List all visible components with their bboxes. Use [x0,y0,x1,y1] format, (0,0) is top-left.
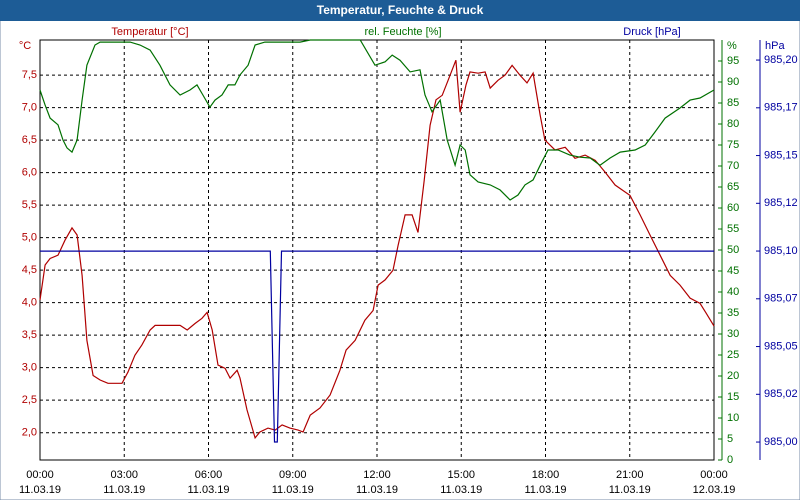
legend-label: rel. Feuchte [%] [364,26,441,38]
x-tick-date: 11.03.19 [440,484,482,496]
y2-tick-label: 5 [727,433,733,445]
y3-tick-label: 985,00 [764,436,798,448]
x-tick-label: 12:00 [363,469,391,481]
y2-tick-label: 15 [727,391,739,403]
y2-tick-label: 85 [727,97,739,109]
y2-tick-label: 90 [727,76,739,88]
x-tick-date: 11.03.19 [187,484,229,496]
x-tick-date: 11.03.19 [524,484,566,496]
y2-tick-label: 65 [727,181,739,193]
x-tick-date: 11.03.19 [272,484,314,496]
x-tick-label: 21:00 [616,469,644,481]
x-tick-date: 11.03.19 [609,484,651,496]
y2-tick-label: 0 [727,454,733,466]
y2-axis-label: % [727,40,737,52]
y2-tick-label: 55 [727,223,739,235]
y2-tick-label: 35 [727,307,739,319]
legend-label: Druck [hPa] [623,26,680,38]
y-tick-label: 2,0 [22,427,37,439]
y2-tick-label: 75 [727,139,739,151]
x-tick-date: 11.03.19 [103,484,145,496]
series-line [39,59,715,440]
y2-tick-label: 80 [727,118,739,130]
y-axis-label: °C [19,40,31,52]
y3-tick-label: 985,02 [764,388,798,400]
y3-axis-label: hPa [765,40,785,52]
x-tick-label: 18:00 [532,469,560,481]
x-tick-label: 15:00 [447,469,475,481]
y2-tick-label: 30 [727,328,739,340]
series-line [39,39,715,201]
y-tick-label: 6,5 [22,134,37,146]
y-tick-label: 4,5 [22,264,37,276]
y3-tick-label: 985,20 [764,54,798,66]
x-tick-label: 06:00 [195,469,223,481]
x-tick-date: 11.03.19 [19,484,61,496]
series-line [40,250,714,443]
y-tick-label: 7,0 [22,102,37,114]
y3-tick-label: 985,07 [764,293,798,305]
x-tick-label: 00:00 [26,469,54,481]
y3-tick-label: 985,15 [764,149,798,161]
y3-tick-label: 985,12 [764,197,798,209]
y2-tick-label: 20 [727,370,739,382]
x-tick-label: 00:00 [700,469,728,481]
y-tick-label: 6,0 [22,167,37,179]
y2-tick-label: 50 [727,244,739,256]
x-tick-date: 11.03.19 [356,484,398,496]
x-tick-label: 09:00 [279,469,307,481]
x-tick-date: 12.03.19 [693,484,736,496]
y2-tick-label: 70 [727,160,739,172]
y-tick-label: 5,0 [22,232,37,244]
title-bar [0,0,800,21]
y3-tick-label: 985,05 [764,340,798,352]
y2-tick-label: 60 [727,202,739,214]
y2-tick-label: 25 [727,349,739,361]
y-tick-label: 3,5 [22,329,37,341]
y3-tick-label: 985,17 [764,102,798,114]
y-tick-label: 7,5 [22,69,37,81]
y-tick-label: 3,0 [22,362,37,374]
y3-tick-label: 985,10 [764,245,798,257]
legend-label: Temperatur [°C] [111,26,188,38]
y2-tick-label: 95 [727,55,739,67]
y2-tick-label: 45 [727,265,739,277]
y-tick-label: 4,0 [22,297,37,309]
chart-title: Temperatur, Feuchte & Druck [317,3,484,17]
y2-tick-label: 10 [727,412,739,424]
y-tick-label: 2,5 [22,394,37,406]
y-tick-label: 5,5 [22,199,37,211]
y2-tick-label: 40 [727,286,739,298]
x-tick-label: 03:00 [110,469,138,481]
